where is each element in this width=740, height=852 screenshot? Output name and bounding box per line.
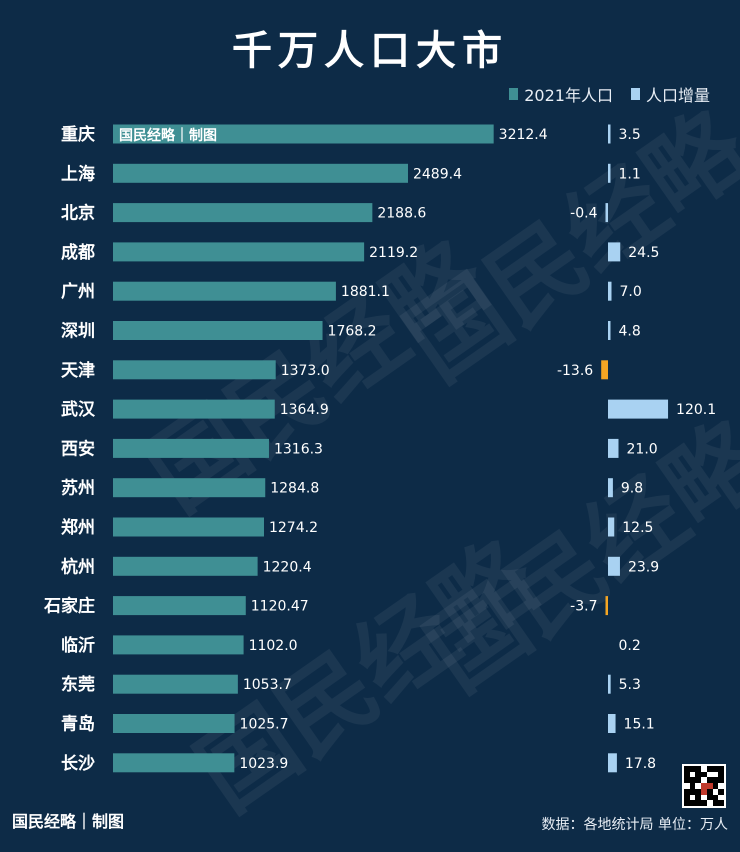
population-value-label: 1025.7 [240,717,289,733]
increase-value-label: -13.6 [557,363,593,379]
category-label: 成都 [61,242,95,263]
category-label: 苏州 [61,478,95,499]
increase-bar [608,478,613,498]
population-bar [113,674,238,694]
population-value-label: 1316.3 [274,441,323,457]
category-label: 郑州 [61,517,95,538]
population-bar [113,753,235,773]
population-value-label: 1220.4 [263,559,312,575]
category-label: 临沂 [61,635,95,656]
increase-bar [608,163,611,183]
category-label: 广州 [61,281,95,302]
increase-bar [608,714,616,733]
legend-label-population: 2021年人口 [524,86,613,105]
increase-bar [608,281,612,301]
population-value-label: 2119.2 [369,245,418,261]
population-value-label: 1120.47 [251,599,309,615]
increase-value-label: 9.8 [621,481,643,497]
increase-value-label: 3.5 [619,127,641,143]
increase-bar [608,753,617,773]
increase-value-label: 120.1 [676,402,716,418]
increase-bar [608,242,621,262]
increase-bar [608,321,611,340]
population-bar [113,281,336,301]
population-value-label: 1881.1 [341,284,390,300]
category-label: 天津 [61,360,95,381]
qr-code-icon[interactable] [682,764,726,808]
bar-watermark: 国民经略｜制图 [119,127,217,144]
category-label: 西安 [61,438,95,459]
increase-value-label: 24.5 [628,245,659,261]
population-bar [113,635,244,655]
increase-value-label: -0.4 [570,206,597,222]
legend-item-population: 2021年人口 [509,82,613,106]
footer-source: 数据：各地统计局 单位：万人 [541,817,728,833]
population-bar [113,596,246,616]
increase-value-label: 21.0 [627,441,658,457]
increase-bar [608,635,611,654]
population-bar [113,438,269,458]
increase-bar-negative [601,360,608,380]
increase-value-label: 17.8 [625,756,656,772]
increase-value-label: -3.7 [570,599,597,615]
increase-bar [608,438,619,458]
increase-bar-negative [605,203,608,223]
increase-bar [608,124,611,144]
population-bar [113,714,235,733]
population-bar [113,556,258,576]
category-label: 北京 [61,203,95,224]
category-label: 杭州 [61,556,95,577]
population-bar [113,399,275,419]
legend: 2021年人口 人口增量 [509,82,710,106]
population-value-label: 1284.8 [270,481,319,497]
category-label: 重庆 [61,124,95,145]
category-label: 青岛 [61,714,95,735]
population-value-label: 1102.0 [249,638,298,654]
category-label: 东莞 [61,674,95,695]
population-bar [113,163,408,183]
population-value-label: 2188.6 [377,206,426,222]
legend-item-increase: 人口增量 [630,82,710,106]
increase-bar [608,556,620,576]
increase-bar-negative [605,596,608,616]
category-label: 武汉 [61,399,96,420]
chart-title: 千万人口大市 [232,28,508,74]
increase-value-label: 4.8 [619,324,641,340]
increase-value-label: 0.2 [619,638,641,654]
population-bar [113,478,266,498]
increase-value-label: 15.1 [624,717,655,733]
population-value-label: 1053.7 [243,677,292,693]
population-bar [113,124,494,144]
population-value-label: 1364.9 [280,402,329,418]
increase-value-label: 7.0 [620,284,642,300]
population-bar [113,517,264,537]
category-label: 深圳 [61,321,95,342]
footer-credit: 国民经略｜制图 [12,812,125,831]
population-bar [113,321,323,340]
category-label: 长沙 [61,753,95,774]
population-value-label: 1023.9 [239,756,288,772]
population-value-label: 1274.2 [269,520,318,536]
category-label: 上海 [61,163,95,184]
population-value-label: 3212.4 [499,127,548,143]
increase-value-label: 5.3 [619,677,641,693]
legend-swatch-increase [630,88,640,100]
legend-label-increase: 人口增量 [645,86,710,105]
population-bar [113,203,373,223]
population-value-label: 2489.4 [413,166,462,182]
population-value-label: 1768.2 [328,324,377,340]
category-label: 石家庄 [43,596,95,617]
increase-value-label: 12.5 [622,520,653,536]
increase-value-label: 23.9 [628,559,659,575]
population-bar [113,360,276,380]
increase-bar [608,399,669,419]
population-value-label: 1373.0 [281,363,330,379]
increase-value-label: 1.1 [619,166,641,182]
legend-swatch-population [509,88,519,100]
increase-bar [608,674,611,694]
increase-bar [608,517,615,537]
population-bar [113,242,365,262]
